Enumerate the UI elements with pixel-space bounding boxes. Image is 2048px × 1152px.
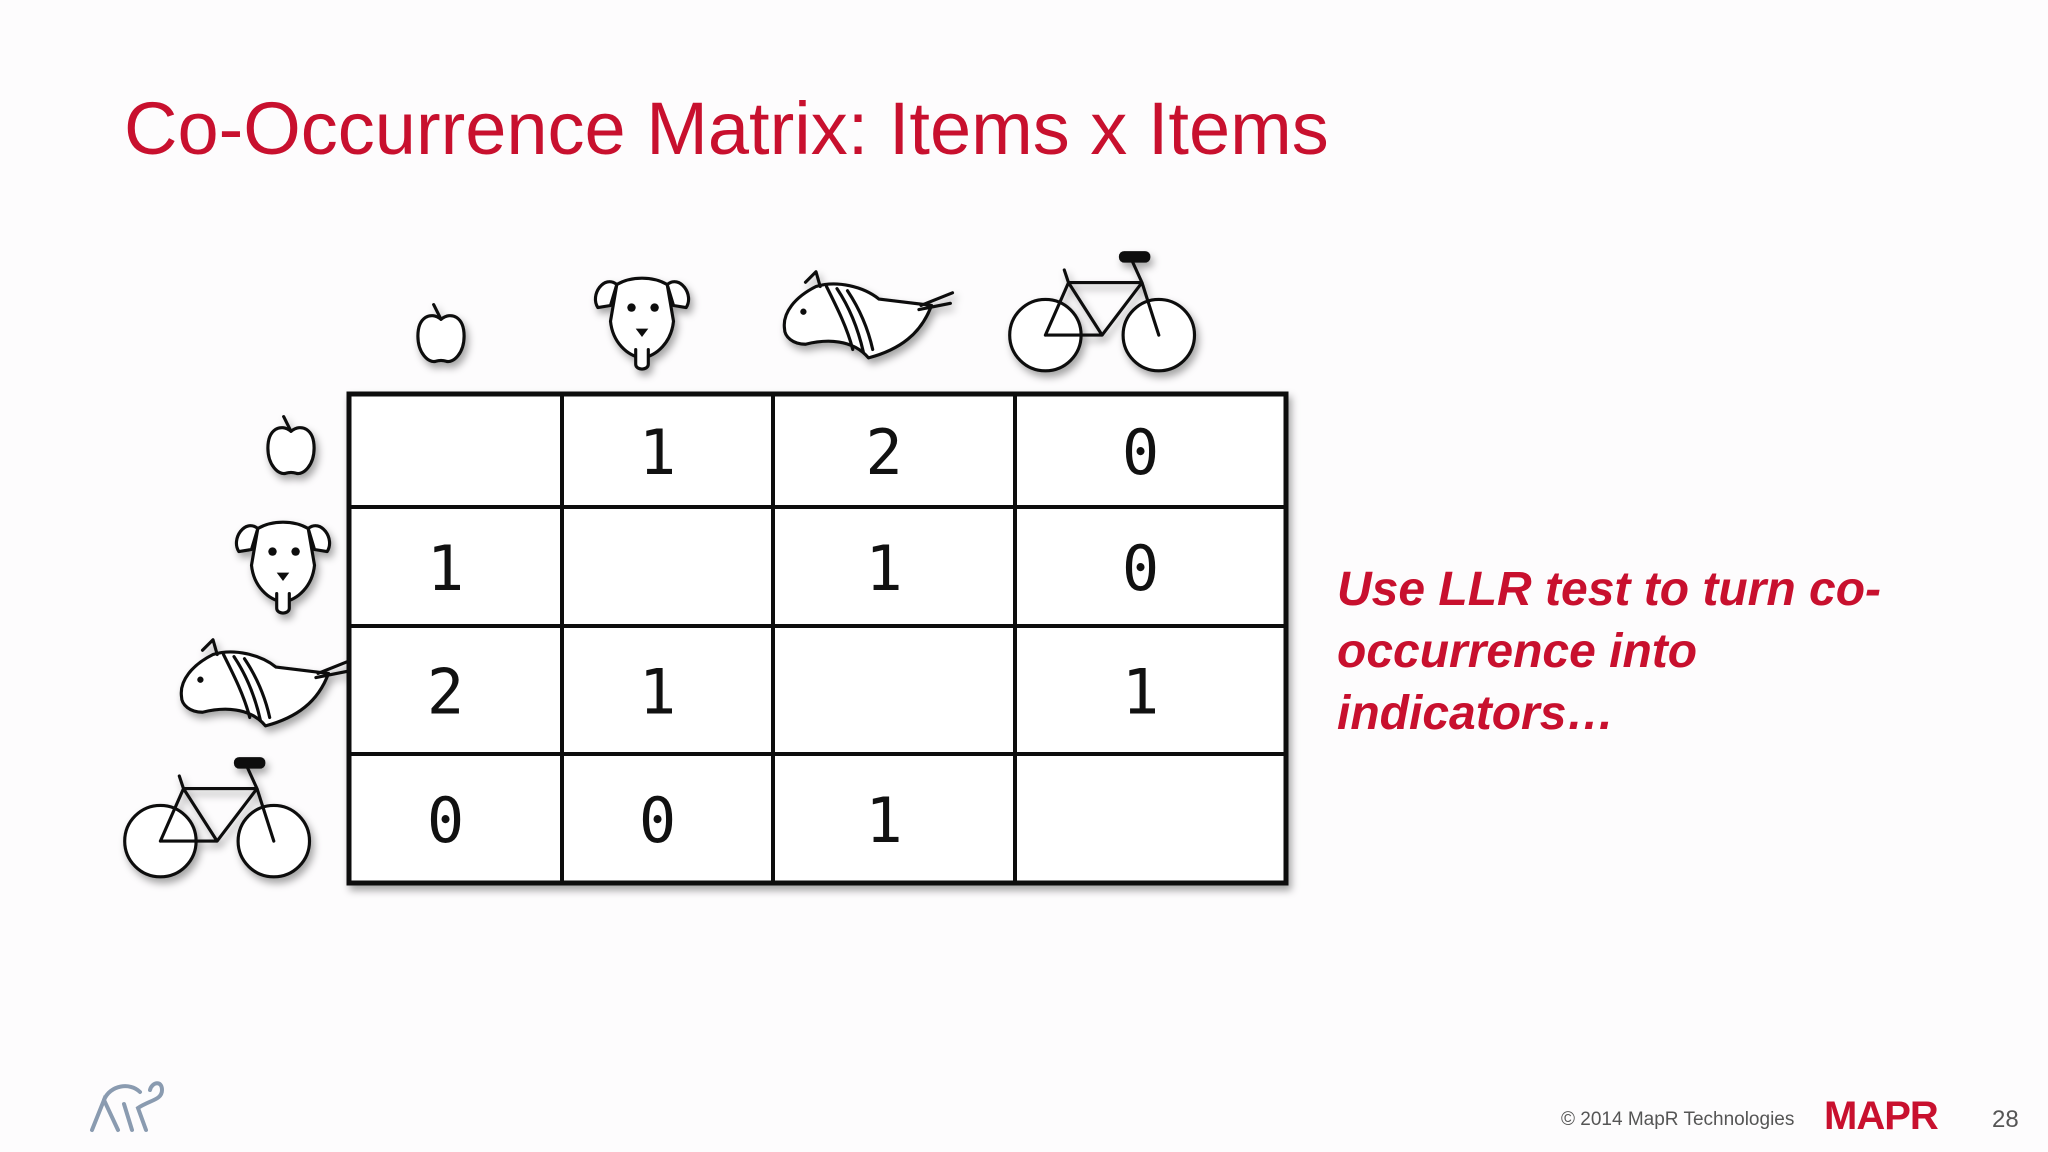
matrix-cell: 0 xyxy=(1122,532,1159,605)
matrix-cell: 1 xyxy=(639,656,676,729)
matrix-cell: 0 xyxy=(1122,416,1159,489)
horse-icon xyxy=(179,638,352,728)
matrix-cell: 1 xyxy=(1122,656,1159,729)
note-line: occurrence into xyxy=(1337,625,1697,678)
matrix-grid xyxy=(346,391,1289,886)
matrix-cells: 1 2 0 1 1 0 2 1 1 0 0 1 xyxy=(427,416,1159,857)
dog-icon xyxy=(234,520,332,615)
matrix-cell: 2 xyxy=(427,656,464,729)
matrix-border xyxy=(346,391,1289,886)
page-number: 28 xyxy=(1992,1106,2019,1133)
note-line: Use LLR test to turn co- xyxy=(1337,563,1881,616)
brand-logo: MAPR xyxy=(1824,1094,1939,1138)
matrix-cell: 2 xyxy=(865,416,902,489)
elephant-logo xyxy=(90,1081,165,1132)
matrix-cell: 1 xyxy=(639,416,676,489)
matrix-cell: 1 xyxy=(865,532,902,605)
note-line: indicators… xyxy=(1337,687,1614,740)
matrix-cell: 0 xyxy=(427,784,464,857)
slide-title: Co-Occurrence Matrix: Items x Items xyxy=(124,87,1329,170)
apple-icon xyxy=(266,415,316,476)
matrix-cell: 1 xyxy=(865,784,902,857)
copyright: © 2014 MapR Technologies xyxy=(1561,1109,1794,1130)
matrix-lines xyxy=(349,394,1286,883)
bike-icon xyxy=(123,755,312,879)
apple-icon xyxy=(416,303,466,364)
dog-icon xyxy=(593,276,691,371)
horse-icon xyxy=(782,270,955,360)
matrix-cell: 1 xyxy=(427,532,464,605)
bike-icon xyxy=(1008,249,1197,373)
matrix-cell: 0 xyxy=(639,784,676,857)
